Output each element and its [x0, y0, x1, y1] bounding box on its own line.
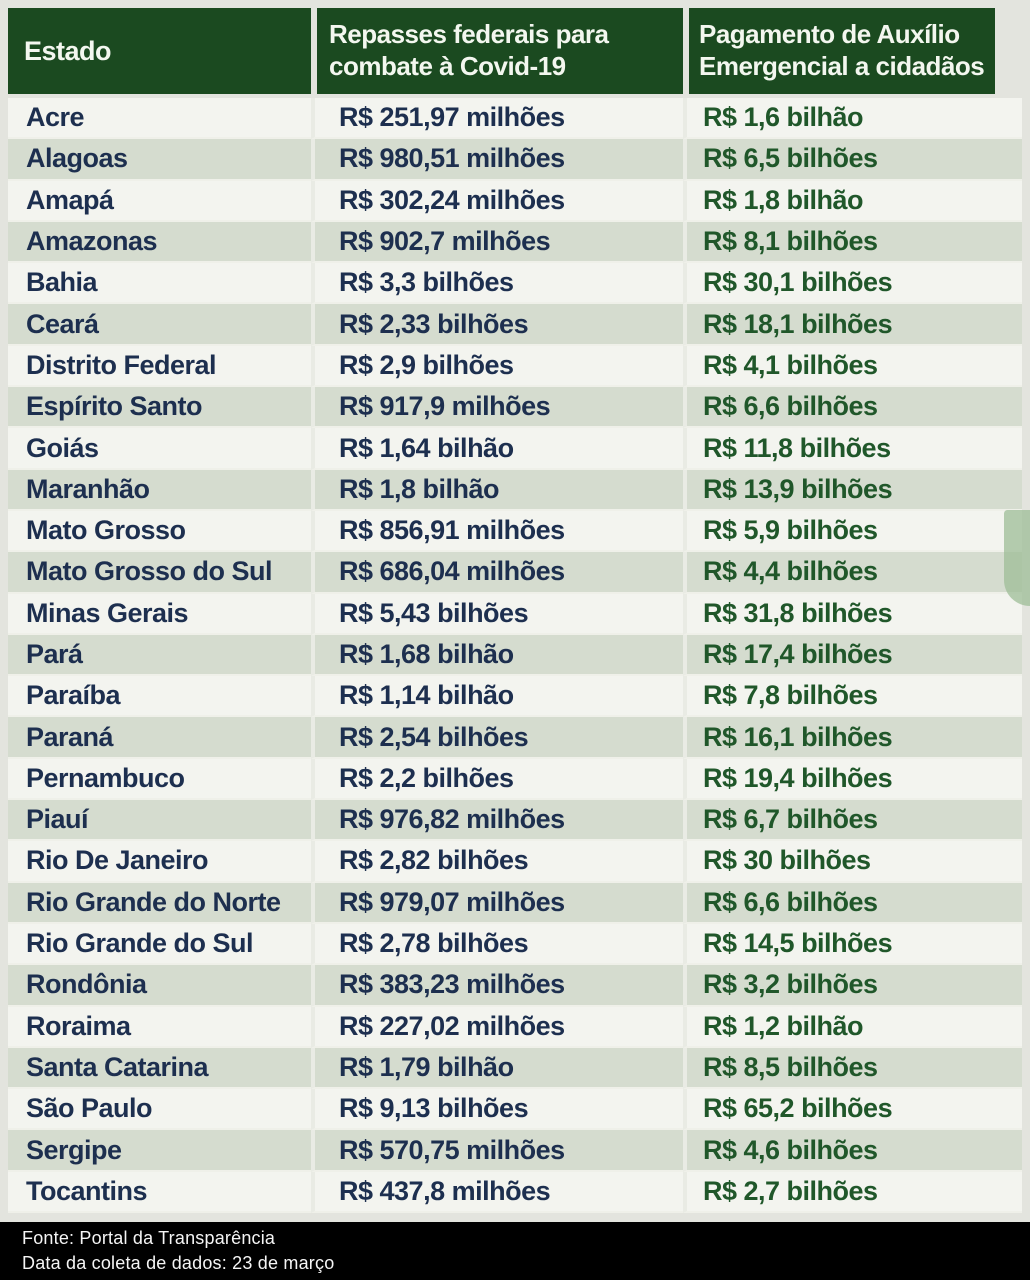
auxilio-value: R$ 3,2 bilhões [683, 965, 1022, 1007]
state-name: Goiás [8, 428, 311, 470]
auxilio-value: R$ 4,6 bilhões [683, 1130, 1022, 1172]
repasses-value: R$ 2,9 bilhões [311, 345, 683, 388]
auxilio-value: R$ 13,9 bilhões [683, 469, 1022, 511]
state-name: Ceará [8, 304, 311, 346]
state-name: Pernambuco [8, 758, 311, 801]
repasses-value: R$ 437,8 milhões [311, 1171, 683, 1214]
repasses-value: R$ 686,04 milhões [311, 552, 683, 594]
column-header-estado: Estado [8, 8, 311, 98]
state-name: Maranhão [8, 469, 311, 511]
column-header-repasses-line2: combate à Covid-19 [329, 51, 566, 81]
repasses-value: R$ 2,54 bilhões [311, 717, 683, 759]
state-name: Santa Catarina [8, 1047, 311, 1090]
state-name: Amapá [8, 180, 311, 222]
auxilio-value: R$ 6,7 bilhões [683, 800, 1022, 842]
column-header-auxilio-line1: Pagamento de Auxílio [699, 19, 960, 50]
state-name: Rio De Janeiro [8, 841, 311, 883]
repasses-value: R$ 902,7 milhões [311, 221, 683, 264]
state-name: Rio Grande do Sul [8, 923, 311, 966]
repasses-value: R$ 2,2 bilhões [311, 758, 683, 801]
column-header-repasses-line1: Repasses federais para [329, 19, 609, 50]
state-name: São Paulo [8, 1089, 311, 1131]
state-name: Espírito Santo [8, 387, 311, 429]
covid-funding-table: Estado Repasses federais para combate à … [8, 8, 1022, 1214]
auxilio-value: R$ 4,4 bilhões [683, 552, 1022, 594]
repasses-value: R$ 1,68 bilhão [311, 634, 683, 677]
repasses-value: R$ 856,91 milhões [311, 510, 683, 553]
footer: Fonte: Portal da Transparência Data da c… [0, 1222, 1030, 1280]
auxilio-value: R$ 5,9 bilhões [683, 510, 1022, 553]
source-text: Fonte: Portal da Transparência [22, 1227, 276, 1248]
repasses-value: R$ 570,75 milhões [311, 1130, 683, 1172]
repasses-value: R$ 1,14 bilhão [311, 676, 683, 718]
repasses-value: R$ 3,3 bilhões [311, 263, 683, 305]
repasses-value: R$ 1,64 bilhão [311, 428, 683, 470]
repasses-value: R$ 979,07 milhões [311, 882, 683, 924]
auxilio-value: R$ 6,6 bilhões [683, 882, 1022, 924]
repasses-value: R$ 2,33 bilhões [311, 304, 683, 346]
state-name: Mato Grosso do Sul [8, 552, 311, 594]
column-header-repasses: Repasses federais para combate à Covid-1… [311, 8, 683, 98]
column-header-auxilio: Pagamento de Auxílio Emergencial a cidad… [683, 8, 1022, 98]
auxilio-value: R$ 65,2 bilhões [683, 1089, 1022, 1131]
image-smudge-artifact [1004, 510, 1030, 606]
auxilio-value: R$ 1,2 bilhão [683, 1006, 1022, 1048]
state-name: Acre [8, 98, 311, 140]
auxilio-value: R$ 18,1 bilhões [683, 304, 1022, 346]
state-name: Amazonas [8, 221, 311, 264]
auxilio-value: R$ 11,8 bilhões [683, 428, 1022, 470]
auxilio-value: R$ 6,6 bilhões [683, 387, 1022, 429]
state-name: Rio Grande do Norte [8, 882, 311, 924]
state-name: Tocantins [8, 1171, 311, 1214]
auxilio-value: R$ 16,1 bilhões [683, 717, 1022, 759]
auxilio-value: R$ 1,6 bilhão [683, 98, 1022, 140]
auxilio-value: R$ 19,4 bilhões [683, 758, 1022, 801]
repasses-value: R$ 976,82 milhões [311, 800, 683, 842]
state-name: Bahia [8, 263, 311, 305]
repasses-value: R$ 251,97 milhões [311, 98, 683, 140]
repasses-value: R$ 5,43 bilhões [311, 593, 683, 635]
repasses-value: R$ 1,8 bilhão [311, 469, 683, 511]
state-name: Pará [8, 634, 311, 677]
auxilio-value: R$ 7,8 bilhões [683, 676, 1022, 718]
repasses-value: R$ 2,78 bilhões [311, 923, 683, 966]
auxilio-value: R$ 8,5 bilhões [683, 1047, 1022, 1090]
auxilio-value: R$ 8,1 bilhões [683, 221, 1022, 264]
state-name: Distrito Federal [8, 345, 311, 388]
repasses-value: R$ 9,13 bilhões [311, 1089, 683, 1131]
auxilio-value: R$ 30,1 bilhões [683, 263, 1022, 305]
collection-date-text: Data da coleta de dados: 23 de março [22, 1252, 335, 1273]
state-name: Paraná [8, 717, 311, 759]
repasses-value: R$ 2,82 bilhões [311, 841, 683, 883]
auxilio-value: R$ 6,5 bilhões [683, 139, 1022, 181]
auxilio-value: R$ 4,1 bilhões [683, 345, 1022, 388]
auxilio-value: R$ 2,7 bilhões [683, 1171, 1022, 1214]
state-name: Sergipe [8, 1130, 311, 1172]
repasses-value: R$ 227,02 milhões [311, 1006, 683, 1048]
auxilio-value: R$ 14,5 bilhões [683, 923, 1022, 966]
repasses-value: R$ 1,79 bilhão [311, 1047, 683, 1090]
column-header-auxilio-line2: Emergencial a cidadãos [699, 51, 985, 81]
auxilio-value: R$ 31,8 bilhões [683, 593, 1022, 635]
auxilio-value: R$ 1,8 bilhão [683, 180, 1022, 222]
repasses-value: R$ 980,51 milhões [311, 139, 683, 181]
state-name: Piauí [8, 800, 311, 842]
state-name: Paraíba [8, 676, 311, 718]
state-name: Rondônia [8, 965, 311, 1007]
repasses-value: R$ 383,23 milhões [311, 965, 683, 1007]
repasses-value: R$ 302,24 milhões [311, 180, 683, 222]
state-name: Minas Gerais [8, 593, 311, 635]
auxilio-value: R$ 17,4 bilhões [683, 634, 1022, 677]
auxilio-value: R$ 30 bilhões [683, 841, 1022, 883]
state-name: Mato Grosso [8, 510, 311, 553]
state-name: Roraima [8, 1006, 311, 1048]
repasses-value: R$ 917,9 milhões [311, 387, 683, 429]
state-name: Alagoas [8, 139, 311, 181]
